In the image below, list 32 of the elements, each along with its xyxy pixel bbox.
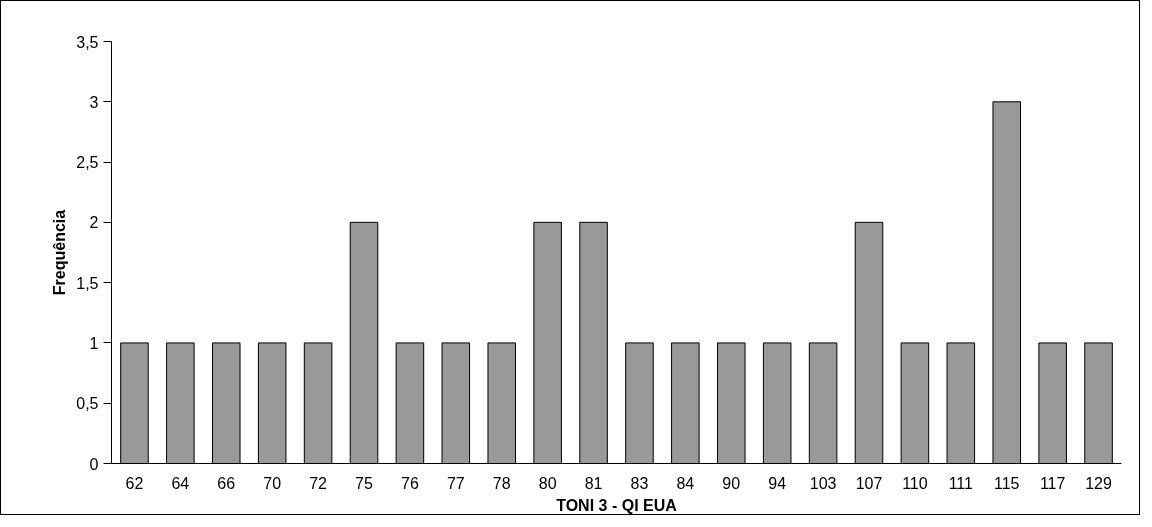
y-tick-label: 1,5 [76, 274, 99, 292]
y-tick-label: 2,5 [76, 154, 99, 172]
y-tick-label: 3,5 [76, 33, 99, 51]
x-tick-label: 72 [309, 474, 328, 492]
x-tick-label: 84 [676, 474, 695, 492]
x-tick-label: 83 [630, 474, 649, 492]
y-tick-label: 1 [89, 334, 99, 352]
x-tick-label: 107 [855, 474, 883, 492]
y-tick-label: 3 [89, 93, 99, 111]
y-tick-label: 0 [89, 455, 99, 473]
x-tick-label: 64 [171, 474, 190, 492]
y-tick-label: 2 [89, 214, 99, 232]
x-tick-label: 94 [768, 474, 787, 492]
x-tick-label: 62 [125, 474, 144, 492]
x-tick-label: 78 [492, 474, 511, 492]
x-tick-label: 117 [1039, 474, 1066, 492]
x-tick-label: 103 [809, 474, 837, 492]
x-tick-label: 81 [584, 474, 603, 492]
x-tick-label: 77 [446, 474, 465, 492]
x-tick-label: 111 [948, 474, 974, 492]
x-tick-label: 76 [401, 474, 419, 492]
x-tick-label: 66 [217, 474, 236, 492]
x-axis-title: TONI 3 - QI EUA [556, 496, 678, 514]
x-tick-label: 70 [263, 474, 282, 492]
x-tick-label: 75 [355, 474, 373, 492]
x-tick-label: 110 [902, 474, 928, 492]
y-axis-title: Frequência [51, 209, 69, 296]
x-tick-label: 80 [538, 474, 557, 492]
x-tick-label: 115 [993, 474, 1020, 492]
x-tick-label: 129 [1085, 474, 1112, 492]
y-tick-label: 0,5 [76, 395, 99, 413]
x-tick-label: 90 [722, 474, 741, 492]
